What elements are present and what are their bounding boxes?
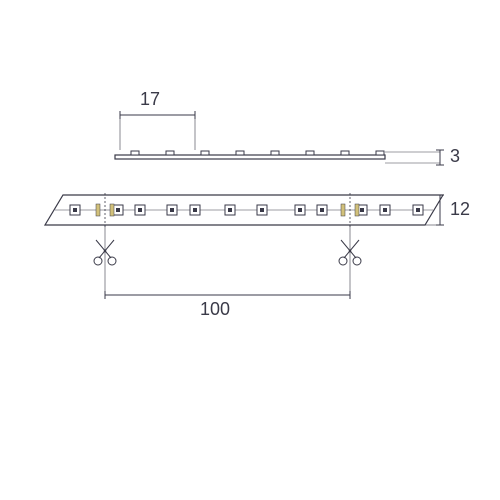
svg-text:3: 3: [450, 146, 460, 166]
svg-text:12: 12: [450, 199, 470, 219]
svg-text:17: 17: [140, 89, 160, 109]
svg-text:100: 100: [200, 299, 230, 319]
